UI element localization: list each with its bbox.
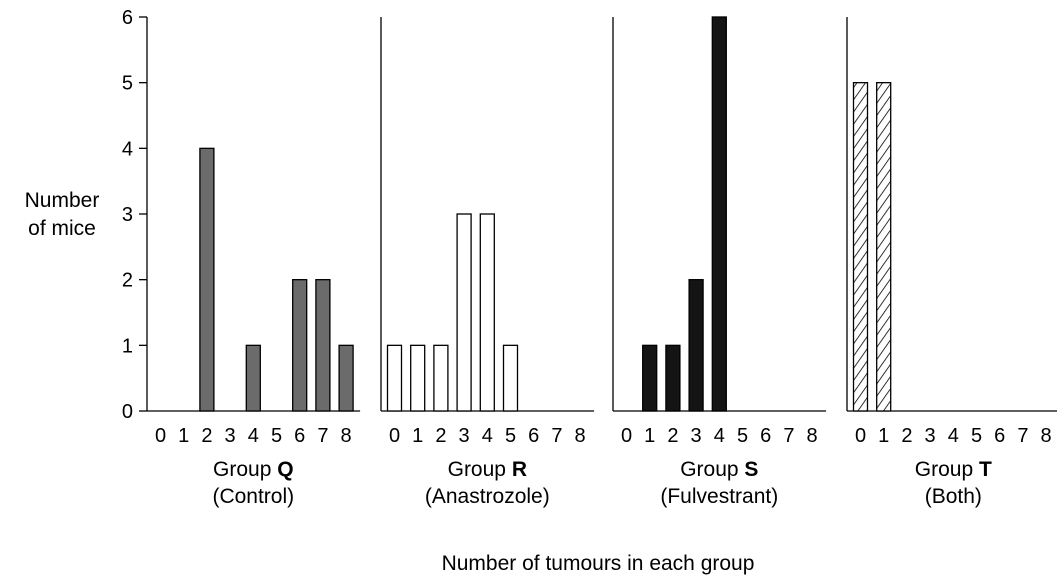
bar-s-1 <box>642 344 658 412</box>
y-tick-label-0: 0 <box>122 401 133 423</box>
x-tick-label-t-0: 0 <box>855 425 866 447</box>
group-title-t: Group T <box>915 458 992 481</box>
panel-group-s: 0 1 2 3 4 5 6 7 8 Group S (Fulvestrant) <box>612 16 827 508</box>
y-axis: 0 1 2 3 4 5 6 <box>122 7 148 423</box>
x-tick-label-q-1: 1 <box>178 425 189 447</box>
x-tick-label-q-6: 6 <box>294 425 305 447</box>
x-tick-label-t-7: 7 <box>1017 425 1028 447</box>
x-tick-label-s-2: 2 <box>667 425 678 447</box>
bar-r-1 <box>410 344 426 412</box>
group-subtitle-t: (Both) <box>925 485 982 508</box>
x-tick-label-s-1: 1 <box>644 425 655 447</box>
bar-r-0 <box>386 344 403 412</box>
x-tick-label-r-4: 4 <box>482 425 493 447</box>
x-tick-label-r-8: 8 <box>575 425 586 447</box>
y-tick-label-5: 5 <box>122 73 133 95</box>
x-tick-label-s-4: 4 <box>714 425 725 447</box>
x-axis-label: Number of tumours in each group <box>442 552 755 575</box>
group-subtitle-r: (Anastrozole) <box>425 485 550 508</box>
group-title-r: Group R <box>448 458 527 481</box>
y-tick-label-4: 4 <box>122 138 133 160</box>
x-tick-label-r-6: 6 <box>528 425 539 447</box>
x-tick-label-r-7: 7 <box>551 425 562 447</box>
y-axis-label-line2: of mice <box>28 217 96 240</box>
group-title-q: Group Q <box>213 458 294 481</box>
y-tick-label-2: 2 <box>122 270 133 292</box>
x-tick-label-r-3: 3 <box>459 425 470 447</box>
y-tick-label-6: 6 <box>122 7 133 29</box>
bar-s-2 <box>665 344 681 412</box>
bar-r-4 <box>479 213 495 412</box>
bar-q-6 <box>292 279 308 412</box>
bar-q-2 <box>199 147 215 412</box>
panel-group-q: 0 1 2 3 4 5 6 7 8 Group Q (Control) <box>147 147 361 508</box>
x-tick-label-s-0: 0 <box>621 425 632 447</box>
bar-r-5 <box>502 344 519 412</box>
x-tick-label-q-7: 7 <box>317 425 328 447</box>
bar-q-8 <box>338 344 354 412</box>
x-tick-label-s-7: 7 <box>783 425 794 447</box>
x-tick-label-t-8: 8 <box>1041 425 1052 447</box>
x-tick-label-s-5: 5 <box>737 425 748 447</box>
x-tick-label-q-0: 0 <box>155 425 166 447</box>
x-tick-label-q-3: 3 <box>225 425 236 447</box>
x-tick-label-s-3: 3 <box>691 425 702 447</box>
x-tick-label-t-4: 4 <box>948 425 959 447</box>
panel-group-r: 0 1 2 3 4 5 6 7 8 Group R (Anastrozole) <box>380 17 595 508</box>
panel-group-t: 0 1 2 3 4 5 6 7 8 Group T (Both) <box>846 17 1057 508</box>
x-tick-label-t-5: 5 <box>971 425 982 447</box>
y-axis-label-line1: Number <box>25 189 100 212</box>
x-tick-label-r-2: 2 <box>435 425 446 447</box>
x-tick-label-r-1: 1 <box>412 425 423 447</box>
bar-t-0 <box>852 82 869 412</box>
x-tick-label-q-5: 5 <box>271 425 282 447</box>
bar-s-4 <box>711 16 727 412</box>
x-tick-label-t-6: 6 <box>994 425 1005 447</box>
y-tick-label-1: 1 <box>122 335 133 357</box>
bar-s-3 <box>688 279 704 412</box>
x-tick-label-q-4: 4 <box>248 425 259 447</box>
x-tick-label-q-8: 8 <box>341 425 352 447</box>
x-tick-label-t-3: 3 <box>925 425 936 447</box>
x-tick-label-t-1: 1 <box>878 425 889 447</box>
bar-q-4 <box>245 344 261 412</box>
x-tick-label-s-8: 8 <box>807 425 818 447</box>
x-tick-label-t-2: 2 <box>901 425 912 447</box>
x-tick-label-q-2: 2 <box>201 425 212 447</box>
x-tick-label-s-6: 6 <box>760 425 771 447</box>
bar-r-3 <box>456 213 472 412</box>
group-subtitle-q: (Control) <box>212 485 294 508</box>
group-subtitle-s: (Fulvestrant) <box>660 485 778 508</box>
group-title-s: Group S <box>680 458 758 481</box>
bar-q-7 <box>315 279 331 412</box>
x-tick-label-r-0: 0 <box>389 425 400 447</box>
x-tick-label-r-5: 5 <box>505 425 516 447</box>
y-tick-label-3: 3 <box>122 204 133 226</box>
bar-t-1 <box>876 82 892 412</box>
bar-r-2 <box>433 344 449 412</box>
